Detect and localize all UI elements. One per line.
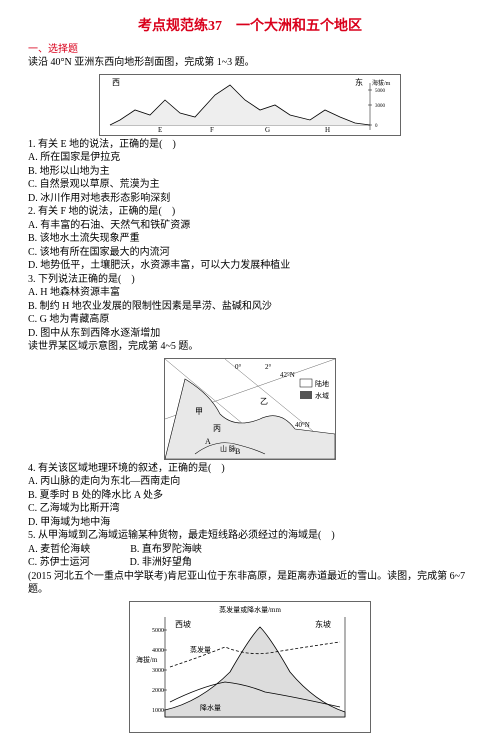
- q4-stem: 4. 有关该区域地理环境的叙述，正确的是( ): [28, 462, 472, 476]
- q1-a: A. 所在国家是伊拉克: [28, 151, 472, 165]
- svg-text:3000: 3000: [152, 668, 164, 674]
- fig3-top: 蒸发量或降水量/mm: [219, 605, 281, 614]
- q2-b: B. 该地水土流失现象严重: [28, 232, 472, 246]
- svg-text:0°: 0°: [235, 363, 242, 371]
- fig3-west: 西坡: [175, 619, 191, 629]
- svg-text:A: A: [205, 437, 211, 446]
- q3-b: B. 制约 H 地农业发展的限制性因素是旱涝、盐碱和风沙: [28, 300, 472, 314]
- fig3-evap: 蒸发量: [190, 645, 211, 654]
- q1-c: C. 自然景观以草原、荒漠为主: [28, 178, 472, 192]
- q5-a: A. 麦哲伦海峡: [28, 543, 90, 557]
- figure-profile: 西 东 海拔/m 5000 3000 0 E F G H: [99, 74, 401, 136]
- svg-text:乙: 乙: [260, 397, 268, 406]
- fig3-east: 东坡: [315, 619, 331, 629]
- legend-water: 水域: [315, 391, 329, 400]
- svg-text:B: B: [235, 447, 240, 456]
- label-e: E: [158, 126, 162, 134]
- intro-text-1: 读沿 40°N 亚洲东西向地形剖面图，完成第 1~3 题。: [28, 56, 472, 70]
- section-heading: 一、选择题: [28, 43, 472, 57]
- fig3-prec: 降水量: [200, 703, 221, 712]
- q4-a: A. 丙山脉的走向为东北—西南走向: [28, 475, 472, 489]
- q5-c: C. 苏伊士运河: [28, 556, 90, 570]
- intro-text-3: (2015 河北五个一重点中学联考)肯尼亚山位于东非高原，是距离赤道最近的雪山。…: [28, 570, 472, 597]
- figure-region-map: 0° 2° 42°N 40°N 甲 乙 丙 A B 山 脉 陆地 水域: [164, 358, 336, 460]
- svg-text:甲: 甲: [195, 407, 203, 416]
- q2-c: C. 该地有所在国家最大的内流河: [28, 246, 472, 260]
- page-title: 考点规范练37 一个大洲和五个地区: [28, 18, 472, 37]
- q2-d: D. 地势低平，土壤肥沃，水资源丰富，可以大力发展种植业: [28, 259, 472, 273]
- figure-kenya-mountain: 蒸发量或降水量/mm 海拔/m 5000 4000 3000 2000 1000…: [129, 601, 371, 733]
- label-f: F: [210, 126, 214, 134]
- label-alt: 海拔/m: [372, 79, 391, 87]
- label-west: 西: [112, 78, 120, 87]
- q2-stem: 2. 有关 F 地的说法，正确的是( ): [28, 205, 472, 219]
- label-east: 东: [355, 77, 363, 87]
- q5-d: D. 非洲好望角: [130, 556, 192, 570]
- q1-stem: 1. 有关 E 地的说法，正确的是( ): [28, 138, 472, 152]
- svg-text:3000: 3000: [375, 104, 386, 109]
- q3-c: C. G 地为青藏高原: [28, 313, 472, 327]
- label-g: G: [265, 126, 270, 134]
- svg-text:丙: 丙: [213, 424, 221, 433]
- q4-b: B. 夏季时 B 处的降水比 A 处多: [28, 489, 472, 503]
- q4-d: D. 甲海域为地中海: [28, 516, 472, 530]
- svg-text:4000: 4000: [152, 648, 164, 654]
- svg-text:42°N: 42°N: [280, 371, 295, 379]
- svg-text:5000: 5000: [375, 89, 386, 94]
- svg-text:1000: 1000: [152, 708, 164, 714]
- q4-c: C. 乙海域为比斯开湾: [28, 502, 472, 516]
- label-h: H: [325, 126, 330, 134]
- q3-a: A. H 地森林资源丰富: [28, 286, 472, 300]
- q3-d: D. 图中从东到西降水逐渐增加: [28, 327, 472, 341]
- fig3-y: 海拔/m: [136, 655, 158, 664]
- q1-b: B. 地形以山地为主: [28, 165, 472, 179]
- svg-text:山 脉: 山 脉: [220, 444, 236, 453]
- q2-a: A. 有丰富的石油、天然气和铁矿资源: [28, 219, 472, 233]
- q3-stem: 3. 下列说法正确的是( ): [28, 273, 472, 287]
- svg-text:5000: 5000: [152, 628, 164, 634]
- q5-b: B. 直布罗陀海峡: [130, 543, 202, 557]
- svg-text:2000: 2000: [152, 688, 164, 694]
- legend-land: 陆地: [315, 379, 329, 388]
- svg-text:2°: 2°: [265, 363, 272, 371]
- svg-text:40°N: 40°N: [295, 421, 310, 429]
- q1-d: D. 冰川作用对地表形态影响深刻: [28, 192, 472, 206]
- q5-stem: 5. 从甲海域到乙海域运输某种货物，最走短线路必须经过的海域是( ): [28, 529, 472, 543]
- intro-text-2: 读世界某区域示意图，完成第 4~5 题。: [28, 340, 472, 354]
